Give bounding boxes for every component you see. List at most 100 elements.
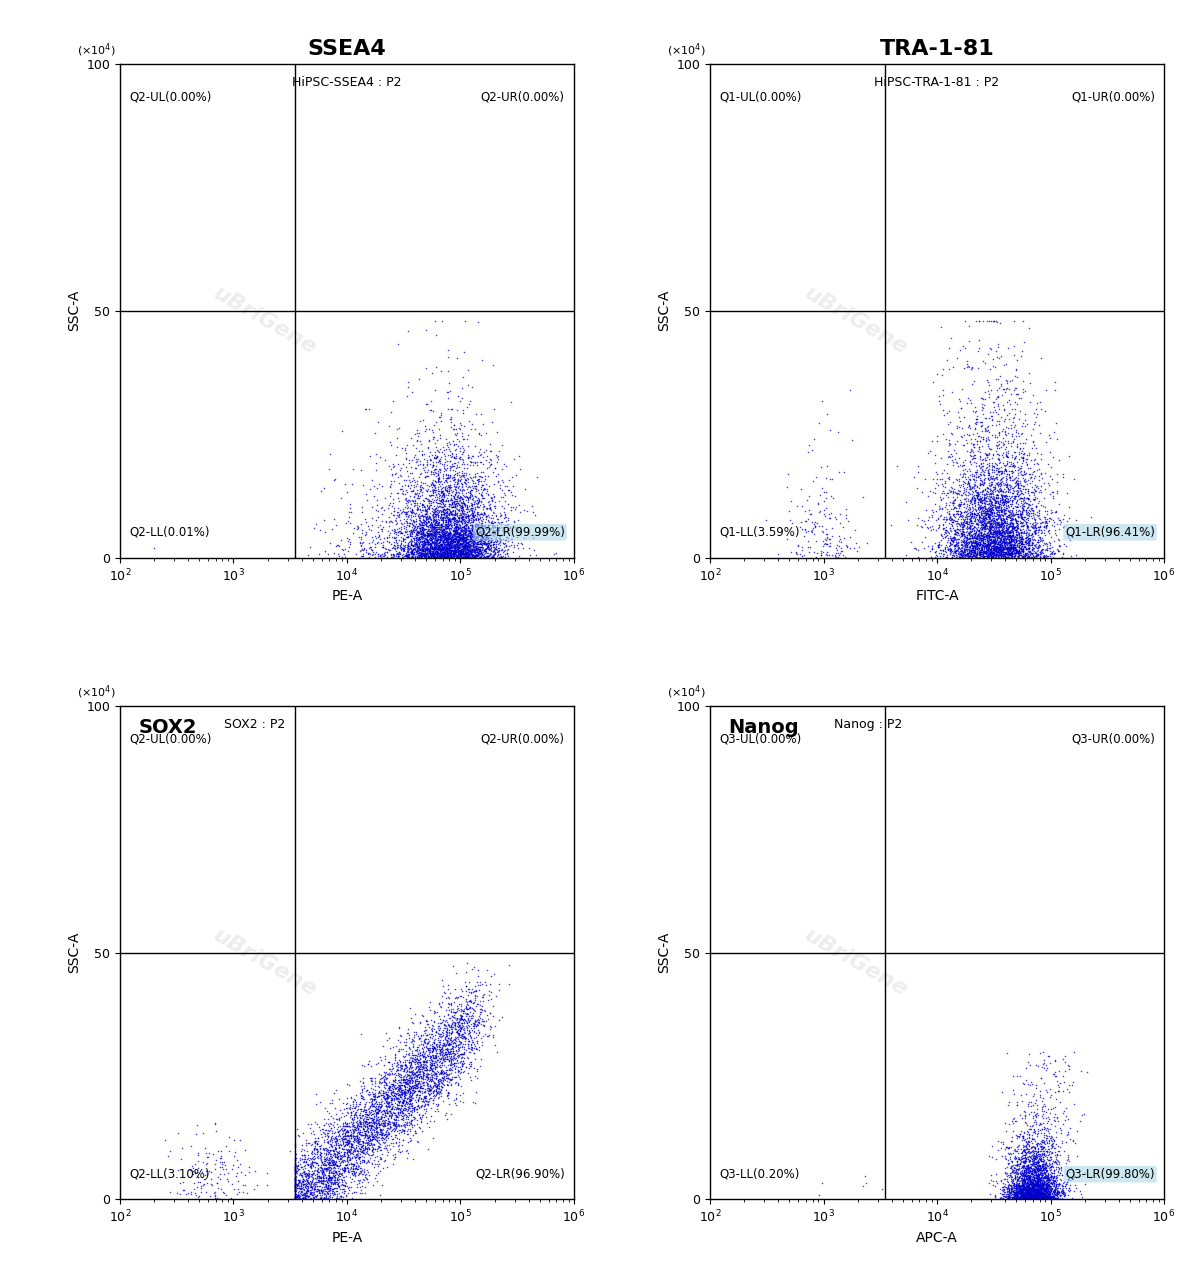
Point xyxy=(370,447,389,467)
Point xyxy=(1015,1185,1034,1206)
Point xyxy=(964,499,983,519)
Point xyxy=(354,540,373,560)
Point xyxy=(442,513,461,533)
Point xyxy=(485,538,504,559)
Point xyxy=(422,514,442,535)
Point xyxy=(452,1044,472,1064)
Point xyxy=(1028,517,1048,537)
Point xyxy=(992,527,1012,547)
Point xyxy=(368,546,388,567)
Point xyxy=(394,1099,413,1119)
Point xyxy=(431,1064,450,1085)
Point xyxy=(470,522,490,542)
Point xyxy=(312,1170,331,1191)
Point xyxy=(1007,1183,1026,1203)
Point xyxy=(1043,1187,1062,1207)
Point xyxy=(449,1034,468,1054)
Point xyxy=(317,1175,336,1196)
Point xyxy=(1008,544,1027,564)
Point xyxy=(976,503,995,523)
Point xyxy=(1032,1174,1051,1194)
Point xyxy=(312,1168,331,1188)
Point xyxy=(374,1064,394,1085)
Point xyxy=(419,540,438,560)
Point xyxy=(982,505,1001,526)
Point xyxy=(1027,487,1046,508)
Point xyxy=(472,514,491,535)
Point xyxy=(389,1104,408,1124)
Point xyxy=(956,535,976,555)
Point xyxy=(286,1178,305,1198)
Point xyxy=(409,1063,428,1083)
Point xyxy=(368,532,388,553)
Point xyxy=(979,498,998,518)
Point xyxy=(440,1060,460,1081)
Point xyxy=(949,547,968,568)
Point xyxy=(1018,1187,1037,1207)
Point xyxy=(1018,1182,1037,1202)
Point xyxy=(478,1026,497,1046)
Point xyxy=(854,1166,874,1187)
Point xyxy=(445,536,464,556)
Point xyxy=(449,531,468,551)
Point xyxy=(420,1077,439,1097)
Point xyxy=(480,1016,499,1036)
Point xyxy=(1020,1169,1039,1189)
Point xyxy=(1032,1148,1051,1169)
Point xyxy=(929,496,948,517)
Point xyxy=(326,1173,346,1193)
Point xyxy=(1042,1178,1061,1198)
Point xyxy=(368,1102,388,1123)
Point xyxy=(445,1058,464,1078)
Point xyxy=(942,328,961,348)
Point xyxy=(1022,1173,1042,1193)
Point xyxy=(1049,1081,1068,1101)
Point xyxy=(427,1074,446,1095)
Point xyxy=(1026,544,1045,564)
Point xyxy=(463,527,482,547)
Point xyxy=(384,501,403,522)
Point xyxy=(394,1091,413,1111)
Point xyxy=(1019,1185,1038,1206)
Point xyxy=(424,542,443,563)
Point xyxy=(940,517,959,537)
Point xyxy=(391,1086,410,1106)
Point xyxy=(461,546,480,567)
Point xyxy=(352,1173,371,1193)
Point xyxy=(973,540,992,560)
Point xyxy=(1013,541,1032,561)
Point xyxy=(1037,1165,1056,1185)
Point xyxy=(958,538,977,559)
Point xyxy=(455,509,474,530)
Point xyxy=(1043,1187,1062,1207)
Point xyxy=(1048,1145,1067,1165)
Point xyxy=(438,1054,457,1074)
Point xyxy=(431,496,450,517)
Point xyxy=(950,538,970,559)
Point xyxy=(412,547,431,568)
Point xyxy=(1032,1187,1051,1207)
Point xyxy=(377,1085,396,1105)
Point xyxy=(1026,1074,1045,1095)
Point xyxy=(996,493,1015,513)
Point xyxy=(1028,1165,1048,1185)
Point xyxy=(446,494,466,514)
Point xyxy=(1019,1170,1038,1191)
Point xyxy=(1018,1169,1037,1189)
Point xyxy=(944,530,964,550)
Point xyxy=(1019,1182,1038,1202)
Point xyxy=(1028,1160,1048,1180)
Point xyxy=(960,491,979,512)
Point xyxy=(469,547,488,568)
Point xyxy=(965,523,984,544)
Point xyxy=(356,399,376,420)
Point xyxy=(389,1095,408,1115)
Point xyxy=(994,498,1013,518)
Point xyxy=(456,998,475,1018)
Point xyxy=(1018,478,1037,499)
Point xyxy=(449,538,468,559)
Point xyxy=(424,526,443,546)
Point xyxy=(1028,1178,1048,1198)
Point xyxy=(1008,546,1027,567)
Point xyxy=(1025,1162,1044,1183)
